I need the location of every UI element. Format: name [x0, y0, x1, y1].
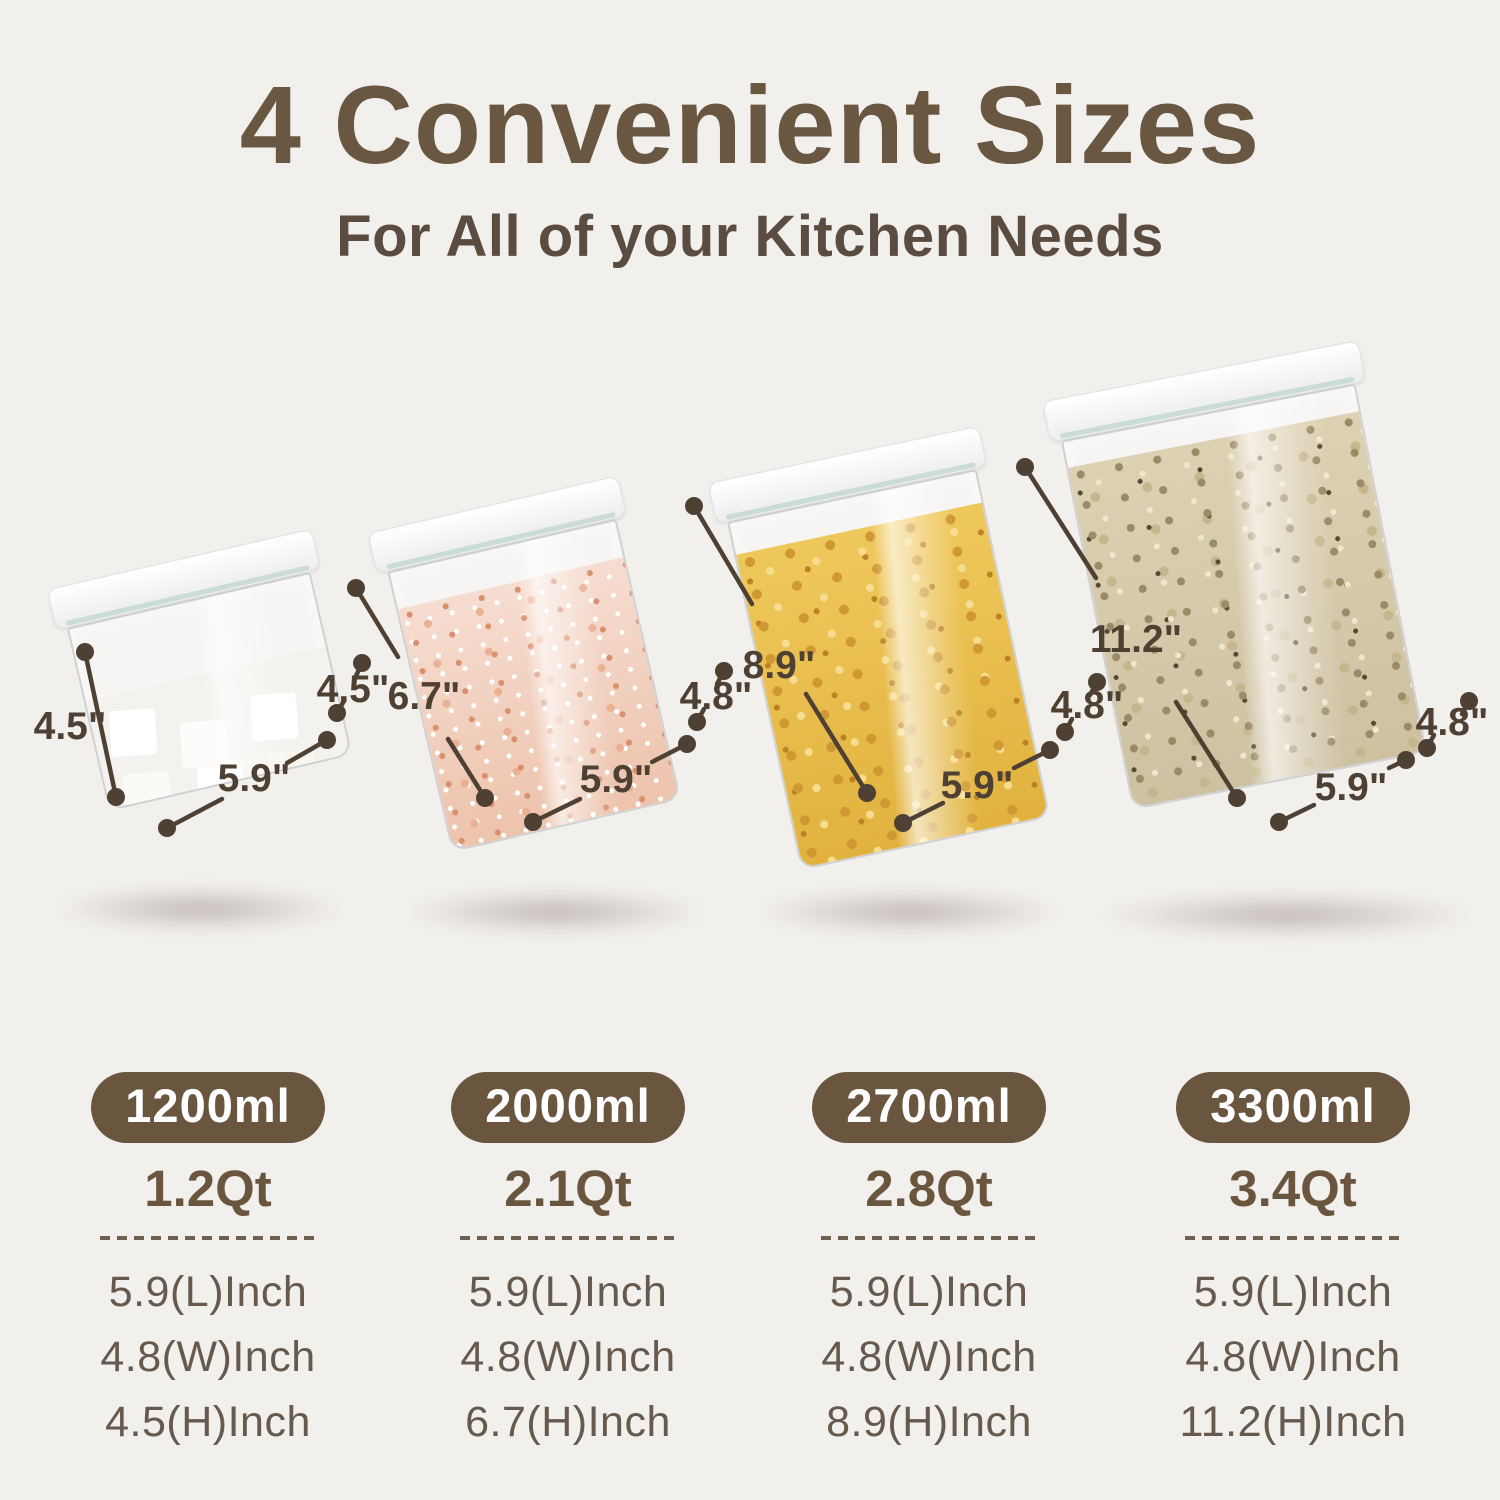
dim-length: 5.9(L)Inch: [468, 1268, 668, 1316]
volume-badge: 2000ml: [451, 1072, 685, 1143]
dim-height: 6.7(H)Inch: [465, 1398, 671, 1446]
dim-height: 8.9(H)Inch: [826, 1398, 1032, 1446]
dim-label-width-4: 4.8": [1415, 701, 1489, 744]
dim-length: 5.9(L)Inch: [829, 1268, 1029, 1316]
page-subtitle: For All of your Kitchen Needs: [336, 204, 1164, 269]
spec-column-2000ml: 2000ml 2.1Qt 5.9(L)Inch 4.8(W)Inch 6.7(H…: [388, 1072, 748, 1455]
dim-height: 4.5(H)Inch: [105, 1398, 311, 1446]
dim-label-length-1: 5.9": [217, 757, 291, 800]
container-shadow: [755, 889, 1065, 935]
volume-badge: 1200ml: [91, 1072, 325, 1143]
dim-height: 11.2(H)Inch: [1179, 1398, 1407, 1446]
dim-length: 5.9(L)Inch: [108, 1268, 308, 1316]
dim-label-length-3: 5.9": [940, 764, 1014, 807]
volume-qt: 3.4Qt: [1229, 1160, 1357, 1217]
dim-label-width-3: 4.8": [1050, 684, 1124, 727]
volume-badge: 3300ml: [1176, 1072, 1410, 1143]
dim-label-width-1: 4.5": [316, 668, 390, 711]
dashed-divider: [1185, 1236, 1401, 1240]
dashed-divider: [460, 1236, 676, 1240]
volume-qt: 2.8Qt: [865, 1160, 993, 1217]
dim-label-height-1: 4.5": [33, 705, 107, 748]
dashed-divider: [100, 1236, 316, 1240]
page-title: 4 Convenient Sizes: [239, 64, 1261, 187]
dim-length: 5.9(L)Inch: [1193, 1268, 1393, 1316]
dim-width: 4.8(W)Inch: [460, 1333, 676, 1381]
container-shadow: [1098, 892, 1476, 938]
dim-label-height-2: 6.7": [387, 675, 461, 718]
spec-column-2700ml: 2700ml 2.8Qt 5.9(L)Inch 4.8(W)Inch 8.9(H…: [749, 1072, 1109, 1455]
dim-label-height-3: 8.9": [742, 644, 816, 687]
dim-label-length-4: 5.9": [1314, 766, 1388, 809]
spec-column-3300ml: 3300ml 3.4Qt 5.9(L)Inch 4.8(W)Inch 11.2(…: [1113, 1072, 1473, 1455]
dim-width: 4.8(W)Inch: [821, 1333, 1037, 1381]
dim-label-width-2: 4.8": [679, 675, 753, 718]
dashed-divider: [821, 1236, 1037, 1240]
dim-width: 4.8(W)Inch: [1185, 1333, 1401, 1381]
volume-qt: 2.1Qt: [504, 1160, 632, 1217]
volume-qt: 1.2Qt: [144, 1160, 272, 1217]
spec-column-1200ml: 1200ml 1.2Qt 5.9(L)Inch 4.8(W)Inch 4.5(H…: [28, 1072, 388, 1455]
dim-label-height-4: 11.2": [1089, 618, 1183, 661]
container-shadow: [405, 889, 705, 935]
dim-label-length-2: 5.9": [579, 758, 653, 801]
dim-width: 4.8(W)Inch: [100, 1333, 316, 1381]
header: 4 Convenient Sizes For All of your Kitch…: [0, 62, 1500, 270]
container-shadow: [55, 886, 345, 932]
volume-badge: 2700ml: [812, 1072, 1046, 1143]
